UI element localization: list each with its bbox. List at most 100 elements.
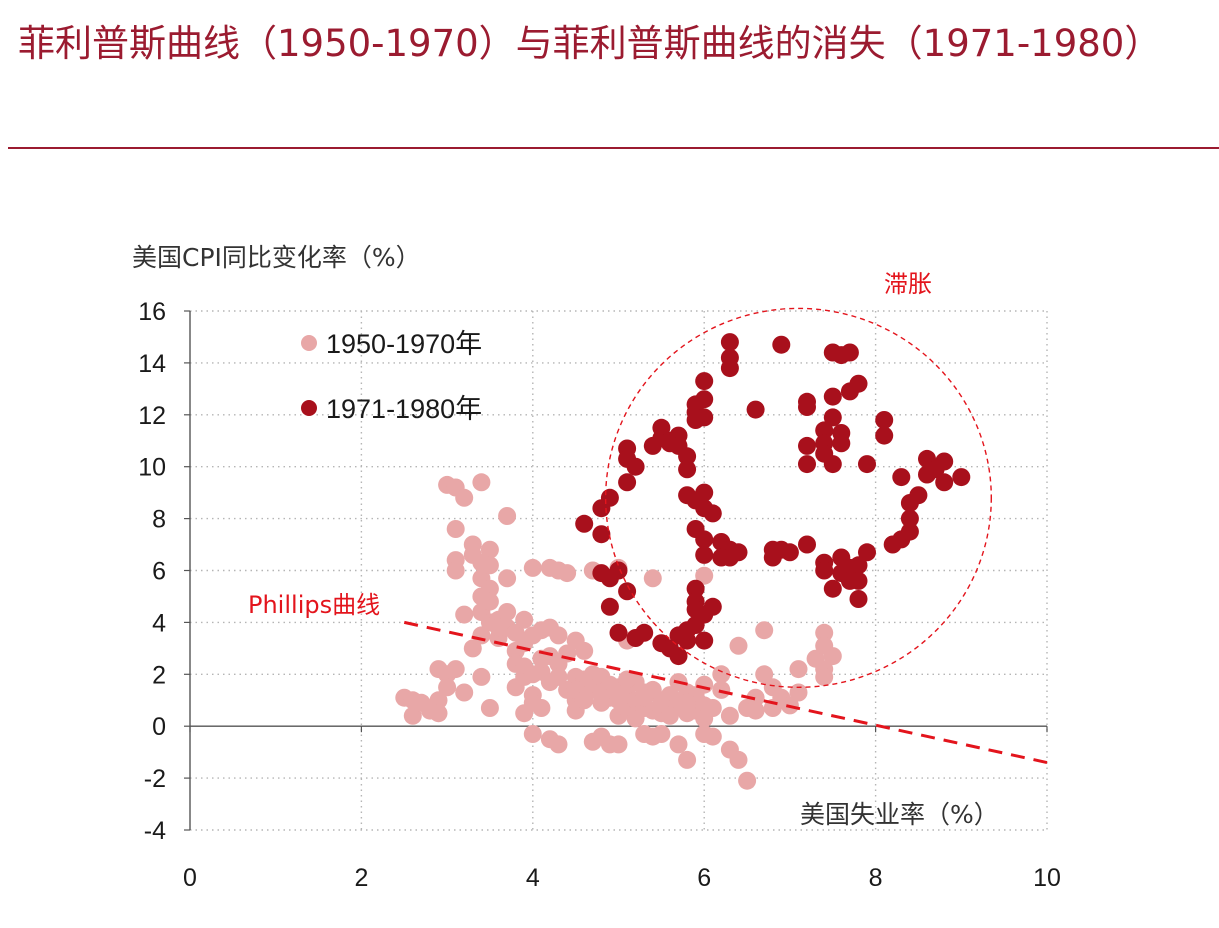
data-point-series-1 xyxy=(480,540,499,559)
data-point-series-1 xyxy=(643,569,662,588)
legend-marker-series-2 xyxy=(301,400,317,416)
legend-label-series-2: 1971-1980年 xyxy=(326,394,482,424)
data-point-series-1 xyxy=(498,507,517,525)
data-point-series-1 xyxy=(403,706,422,725)
data-point-series-2 xyxy=(798,398,816,416)
data-point-series-2 xyxy=(695,631,714,650)
data-point-series-2 xyxy=(703,504,722,523)
data-point-series-1 xyxy=(472,667,491,686)
data-point-series-2 xyxy=(600,488,619,507)
data-point-series-1 xyxy=(455,605,474,624)
data-point-series-1 xyxy=(592,693,611,712)
data-point-series-1 xyxy=(446,520,465,538)
data-point-series-1 xyxy=(463,639,482,658)
data-point-series-1 xyxy=(575,691,594,710)
data-point-series-2 xyxy=(695,483,714,502)
x-tick-label: 8 xyxy=(869,864,883,892)
data-point-series-1 xyxy=(720,706,739,725)
data-point-series-2 xyxy=(952,468,971,487)
data-point-series-1 xyxy=(472,473,491,492)
stagflation-ellipse xyxy=(604,307,992,688)
y-tick-label: 10 xyxy=(138,454,166,482)
data-point-series-1 xyxy=(472,626,491,645)
data-point-series-2 xyxy=(798,535,816,554)
data-point-series-2 xyxy=(858,543,876,562)
data-point-series-1 xyxy=(532,699,551,717)
data-point-series-1 xyxy=(446,660,465,679)
data-point-series-1 xyxy=(678,750,697,769)
data-point-series-2 xyxy=(618,582,637,601)
data-point-series-1 xyxy=(515,610,534,629)
data-point-series-1 xyxy=(609,735,628,754)
legend: 1950-1970年 1971-1980年 xyxy=(301,329,482,424)
data-point-series-2 xyxy=(703,597,722,616)
stagflation-label: 滞胀 xyxy=(884,270,932,298)
data-point-series-2 xyxy=(849,556,868,575)
data-point-series-2 xyxy=(815,421,834,440)
data-point-series-1 xyxy=(480,699,499,717)
data-point-series-2 xyxy=(823,579,842,598)
x-tick-label: 4 xyxy=(526,864,540,892)
data-point-series-1 xyxy=(635,688,654,707)
data-point-series-1 xyxy=(695,675,714,694)
axes xyxy=(184,310,1048,831)
data-point-series-2 xyxy=(815,561,834,580)
data-point-series-1 xyxy=(575,641,594,660)
phillips-curve-line xyxy=(403,620,1048,764)
data-point-series-2 xyxy=(626,457,645,476)
annotation-overlays xyxy=(403,307,1048,764)
data-point-series-2 xyxy=(772,335,791,354)
data-point-series-1 xyxy=(429,691,448,710)
data-point-series-2 xyxy=(720,359,739,378)
data-point-series-2 xyxy=(849,571,868,590)
data-point-series-2 xyxy=(900,509,919,528)
data-point-series-1 xyxy=(755,665,774,684)
data-point-series-1 xyxy=(660,706,679,725)
data-point-series-2 xyxy=(678,460,697,479)
data-point-series-2 xyxy=(798,455,816,474)
data-point-series-2 xyxy=(695,545,714,564)
data-point-series-1 xyxy=(480,592,499,611)
y-tick-label: 2 xyxy=(152,661,166,689)
data-point-series-2 xyxy=(875,426,894,445)
data-point-series-2 xyxy=(609,561,628,580)
data-point-series-1 xyxy=(652,725,671,743)
y-axis-label: 美国CPI同比变化率（%） xyxy=(132,243,421,272)
data-point-series-1 xyxy=(438,678,457,697)
data-point-series-1 xyxy=(523,558,542,577)
data-point-series-1 xyxy=(703,699,722,717)
data-point-series-2 xyxy=(695,372,714,391)
data-point-series-1 xyxy=(455,488,474,507)
x-axis-label: 美国失业率（%） xyxy=(800,800,999,829)
data-point-series-2 xyxy=(686,579,705,598)
x-tick-label: 2 xyxy=(354,864,368,892)
page-title: 菲利普斯曲线（1950-1970）与菲利普斯曲线的消失（1971-1980） xyxy=(18,22,1162,65)
y-tick-labels: -4 -2 0 2 4 6 8 10 12 14 16 xyxy=(138,298,166,845)
data-point-series-2 xyxy=(849,374,868,393)
data-point-series-2 xyxy=(823,387,842,406)
data-point-series-2 xyxy=(832,434,851,453)
data-point-series-2 xyxy=(695,530,714,549)
data-point-series-1 xyxy=(712,665,731,684)
data-points xyxy=(395,333,971,790)
data-point-series-2 xyxy=(635,623,654,642)
data-point-series-2 xyxy=(609,623,628,642)
data-point-series-2 xyxy=(678,447,697,466)
data-point-series-1 xyxy=(549,667,568,686)
data-point-series-2 xyxy=(909,486,928,505)
x-tick-labels: 0 2 4 6 8 10 xyxy=(183,864,1061,892)
x-tick-label: 0 xyxy=(183,864,197,892)
data-point-series-1 xyxy=(738,771,757,790)
data-point-series-1 xyxy=(746,701,765,720)
y-tick-label: 14 xyxy=(138,350,166,378)
y-tick-label: 12 xyxy=(138,402,166,430)
y-tick-label: 6 xyxy=(152,558,166,586)
data-point-series-2 xyxy=(592,525,611,544)
y-tick-label: 0 xyxy=(152,713,166,741)
data-point-series-1 xyxy=(729,750,748,769)
data-point-series-1 xyxy=(558,564,577,583)
data-point-series-2 xyxy=(849,590,868,608)
y-tick-label: 16 xyxy=(138,298,166,326)
y-tick-label: 4 xyxy=(152,609,166,637)
data-point-series-1 xyxy=(695,566,714,585)
